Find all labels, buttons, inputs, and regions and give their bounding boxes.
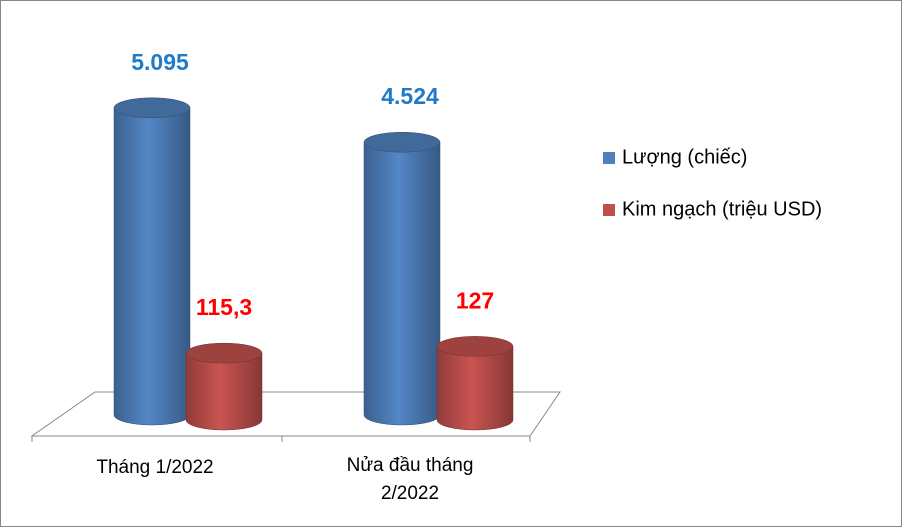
bar-top [185, 342, 263, 364]
bar-top [113, 97, 191, 119]
legend-swatch [603, 204, 615, 216]
x-tick-label: Nửa đầu tháng 2/2022 [346, 455, 474, 504]
legend-label: Kim ngạch (triệu USD) [622, 198, 822, 220]
legend-swatch [603, 152, 615, 164]
data-label: 5.095 [131, 49, 189, 75]
bar [436, 346, 514, 431]
bar-top [363, 131, 441, 153]
bar [113, 107, 191, 426]
data-label: 115,3 [196, 294, 252, 320]
legend-label: Lượng (chiếc) [622, 146, 747, 168]
data-label: 127 [456, 287, 494, 313]
x-tick-label: Tháng 1/2022 [96, 457, 214, 478]
data-label: 4.524 [381, 83, 439, 109]
bar [185, 352, 263, 431]
bar-top [436, 336, 514, 357]
bar [363, 141, 441, 426]
